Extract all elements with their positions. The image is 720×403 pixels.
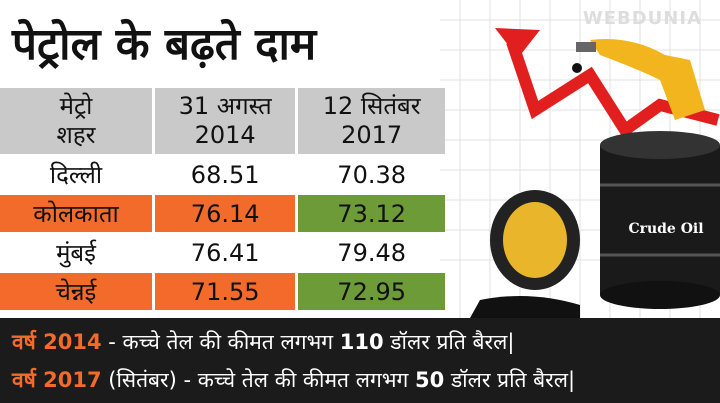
table-row: चेन्नई 71.55 72.95 bbox=[0, 272, 445, 312]
price-cell: 76.14 bbox=[151, 194, 297, 234]
header-cell: मेट्रो शहर bbox=[0, 88, 154, 156]
price-cell: 68.51 bbox=[151, 155, 297, 195]
table-row: कोलकाता 76.14 73.12 bbox=[0, 194, 445, 234]
barrel-label: Crude Oil bbox=[628, 221, 703, 237]
table-row: मुंबई 76.41 79.48 bbox=[0, 233, 445, 273]
price-cell: 76.41 bbox=[151, 233, 297, 273]
price-table: मेट्रो शहर 31 अगस्त 2014 12 सितंबर 2017 दिल्ली… bbox=[0, 88, 445, 312]
header-cell: 12 सितंबर 2017 bbox=[295, 88, 445, 156]
header-line: 2017 bbox=[341, 121, 403, 149]
footer-text: - कच्चे तेल की कीमत लगभग bbox=[101, 330, 340, 354]
header-line: मेट्रो bbox=[59, 92, 93, 120]
header-cell: 31 अगस्त 2014 bbox=[151, 88, 297, 156]
city-cell: दिल्ली bbox=[0, 155, 154, 195]
oil-illustration: Crude Oil bbox=[440, 0, 720, 318]
header-line: 31 अगस्त bbox=[178, 92, 272, 120]
title: पेट्रोल के बढ़ते दाम bbox=[12, 19, 317, 70]
header-line: 12 सितंबर bbox=[322, 92, 421, 120]
price-cell: 79.48 bbox=[295, 233, 445, 273]
footer: वर्ष 2014 - कच्चे तेल की कीमत लगभग 110 ड… bbox=[0, 318, 720, 403]
footer-amount: 110 bbox=[339, 330, 384, 354]
footer-text: डॉलर प्रति बैरल| bbox=[444, 368, 576, 392]
price-cell: 71.55 bbox=[151, 272, 297, 312]
price-cell: 72.95 bbox=[295, 272, 445, 312]
footer-amount: 50 bbox=[415, 368, 445, 392]
footer-text: डॉलर प्रति बैरल| bbox=[383, 330, 515, 354]
footer-text: (सितंबर) - कच्चे तेल की कीमत लगभग bbox=[101, 368, 416, 392]
table-row: दिल्ली 68.51 70.38 bbox=[0, 155, 445, 195]
city-cell: चेन्नई bbox=[0, 272, 154, 312]
header-line: 2014 bbox=[194, 121, 256, 149]
footer-line: वर्ष 2014 - कच्चे तेल की कीमत लगभग 110 ड… bbox=[12, 328, 514, 356]
footer-year: वर्ष 2017 bbox=[12, 368, 102, 392]
footer-year: वर्ष 2014 bbox=[12, 330, 102, 354]
header-line: शहर bbox=[56, 121, 96, 149]
price-cell: 73.12 bbox=[295, 194, 445, 234]
header-row: मेट्रो शहर 31 अगस्त 2014 12 सितंबर 2017 bbox=[0, 88, 445, 156]
city-cell: कोलकाता bbox=[0, 194, 154, 234]
city-cell: मुंबई bbox=[0, 233, 154, 273]
footer-line: वर्ष 2017 (सितंबर) - कच्चे तेल की कीमत ल… bbox=[12, 366, 575, 394]
price-cell: 70.38 bbox=[295, 155, 445, 195]
watermark: WEBDUNIA bbox=[582, 8, 702, 29]
